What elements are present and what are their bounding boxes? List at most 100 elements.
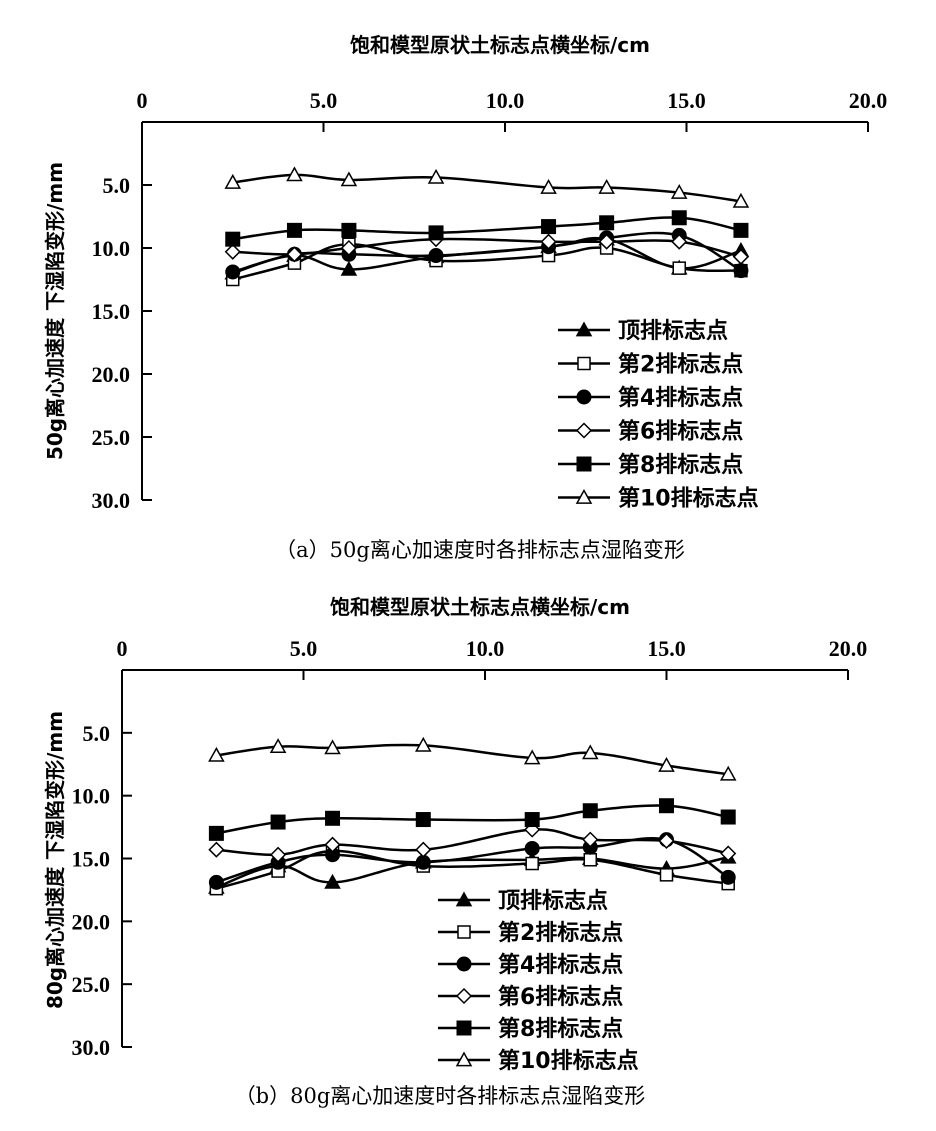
x-tick-label: 20.0 bbox=[849, 88, 888, 113]
series-5 bbox=[224, 166, 750, 208]
figure-caption: （b）80g离心加速度时各排标志点湿陷变形 bbox=[235, 1084, 646, 1108]
data-point bbox=[733, 263, 749, 279]
series-line bbox=[232, 242, 742, 281]
legend-marker bbox=[457, 925, 471, 939]
figure-caption: （a）50g离心加速度时各排标志点湿陷变形 bbox=[275, 538, 685, 562]
series-line bbox=[232, 173, 742, 203]
legend-marker bbox=[456, 1020, 472, 1036]
data-point bbox=[208, 874, 224, 890]
legend-item: 第10排标志点 bbox=[558, 486, 759, 512]
data-point bbox=[659, 868, 674, 882]
legend-item: 第6排标志点 bbox=[558, 419, 743, 445]
data-point bbox=[415, 812, 431, 828]
y-tick-label: 25.0 bbox=[92, 425, 131, 450]
x-tick-label: 15.0 bbox=[647, 636, 686, 661]
legend-label: 第2排标志点 bbox=[618, 352, 743, 378]
data-point bbox=[208, 746, 225, 762]
legend-label: 第4排标志点 bbox=[618, 385, 743, 411]
legend-marker bbox=[577, 356, 591, 371]
y-tick-label: 15.0 bbox=[72, 847, 111, 872]
legend-item: 顶排标志点 bbox=[558, 318, 728, 344]
y-tick-label: 30.0 bbox=[92, 488, 131, 513]
legend-label: 第10排标志点 bbox=[498, 1048, 639, 1074]
y-tick-label: 10.0 bbox=[72, 784, 111, 809]
data-point bbox=[659, 798, 674, 814]
series-line bbox=[232, 237, 742, 275]
data-point bbox=[286, 246, 303, 263]
data-point bbox=[733, 222, 749, 238]
data-point bbox=[208, 825, 224, 841]
y-axis-title: 50g离心加速度 下湿陷变形/mm bbox=[43, 162, 67, 460]
legend-item: 第6排标志点 bbox=[438, 984, 623, 1010]
legend-item: 第4排标志点 bbox=[558, 385, 743, 411]
y-tick-label: 15.0 bbox=[92, 299, 131, 324]
y-axis-title: 80g离心加速度 下湿陷变形/mm bbox=[43, 711, 67, 1009]
series-4 bbox=[225, 210, 749, 247]
y-tick-label: 20.0 bbox=[92, 362, 131, 387]
data-point bbox=[224, 243, 241, 260]
x-tick-label: 10.0 bbox=[486, 88, 525, 113]
data-point bbox=[428, 225, 444, 241]
legend-item: 第8排标志点 bbox=[558, 452, 743, 478]
legend-marker bbox=[575, 488, 593, 504]
legend-item: 第2排标志点 bbox=[558, 352, 743, 378]
legend-item: 第10排标志点 bbox=[438, 1048, 639, 1074]
data-point bbox=[524, 840, 540, 856]
series-line bbox=[232, 216, 742, 241]
x-tick-label: 10.0 bbox=[466, 636, 505, 661]
chart-panel-a: 饱和模型原状土标志点横坐标/cm 0 5.0 10.0 15.0 20.0 5.0 10.0 1… bbox=[43, 33, 887, 562]
data-point bbox=[671, 210, 687, 226]
x-axis-title: 饱和模型原状土标志点横坐标/cm bbox=[330, 595, 630, 619]
data-point bbox=[540, 178, 557, 194]
data-point bbox=[415, 736, 432, 752]
x-tick-label: 5.0 bbox=[310, 88, 338, 113]
y-tick-label: 5.0 bbox=[103, 173, 131, 198]
legend-marker bbox=[455, 987, 473, 1005]
data-point bbox=[324, 836, 341, 853]
data-point bbox=[598, 178, 615, 194]
data-point bbox=[427, 168, 445, 184]
data-point bbox=[582, 831, 599, 848]
y-tick-label: 5.0 bbox=[83, 721, 111, 746]
data-point bbox=[325, 810, 341, 826]
data-point bbox=[541, 219, 557, 235]
data-point bbox=[270, 846, 287, 863]
data-point bbox=[720, 845, 737, 862]
legend-marker bbox=[455, 891, 473, 907]
x-axis-title: 饱和模型原状土标志点横坐标/cm bbox=[350, 33, 650, 57]
data-point bbox=[225, 231, 241, 247]
x-tick-label: 5.0 bbox=[290, 636, 318, 661]
data-point bbox=[428, 248, 444, 264]
x-tick-label: 0 bbox=[137, 88, 148, 113]
series-line bbox=[216, 804, 729, 835]
legend-item: 第2排标志点 bbox=[438, 920, 623, 946]
data-point bbox=[524, 812, 540, 828]
series-line bbox=[216, 828, 729, 857]
data-point bbox=[225, 264, 241, 280]
data-point bbox=[269, 738, 287, 754]
y-tick-label: 25.0 bbox=[72, 972, 111, 997]
chart-panel-b: 饱和模型原状土标志点横坐标/cm 0 5.0 10.0 15.0 20.0 5.0 10.0 1… bbox=[43, 595, 867, 1108]
data-point bbox=[720, 809, 736, 825]
data-point bbox=[324, 873, 341, 889]
data-point bbox=[582, 803, 598, 819]
legend-label: 第2排标志点 bbox=[498, 920, 623, 946]
legend-marker bbox=[576, 389, 592, 405]
data-point bbox=[270, 814, 286, 830]
data-point bbox=[732, 248, 750, 265]
data-point bbox=[583, 853, 598, 867]
data-point bbox=[341, 222, 357, 238]
data-point bbox=[671, 233, 688, 250]
y-tick-label: 20.0 bbox=[72, 909, 111, 934]
legend-label: 第10排标志点 bbox=[618, 486, 759, 512]
data-point bbox=[286, 222, 302, 238]
legend-label: 第8排标志点 bbox=[498, 1016, 623, 1042]
data-point bbox=[732, 192, 750, 208]
data-point bbox=[525, 856, 539, 871]
data-point bbox=[599, 215, 615, 231]
data-point bbox=[224, 173, 242, 189]
data-point bbox=[581, 744, 599, 760]
data-point bbox=[324, 739, 341, 755]
